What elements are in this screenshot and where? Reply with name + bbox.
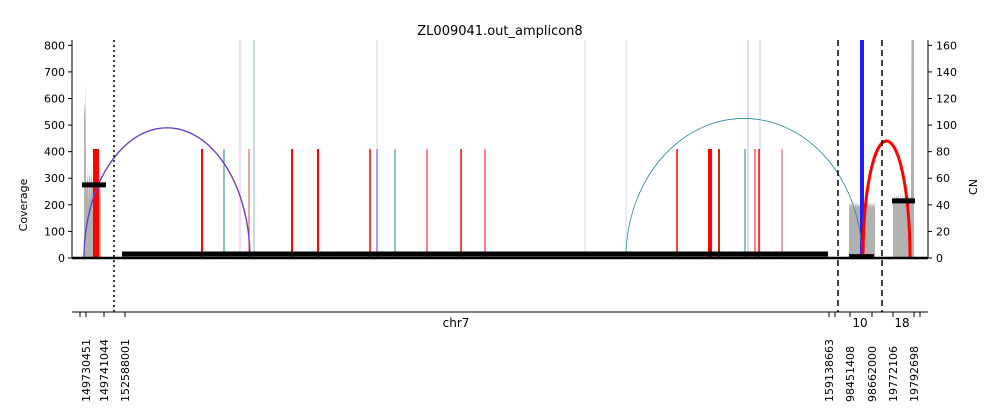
sv-arc-red xyxy=(861,139,912,259)
chart-title: ZL009041.out_amplicon8 xyxy=(417,24,582,39)
chromosome-label-18: 18 xyxy=(894,316,909,330)
x-position-label-1: 149741044 xyxy=(98,339,111,402)
right-tick-label-3: 60 xyxy=(936,172,950,185)
right-tick-label-7: 140 xyxy=(936,66,957,79)
right-tick-label-5: 100 xyxy=(936,119,957,132)
left-tick-label-7: 700 xyxy=(44,66,65,79)
chromosome-label-10: 10 xyxy=(852,316,867,330)
x-position-label-7: 19792698 xyxy=(908,346,921,402)
left-tick-label-3: 300 xyxy=(44,172,65,185)
left-tick-label-4: 400 xyxy=(44,146,65,159)
x-position-label-6: 19772106 xyxy=(887,346,900,402)
x-position-label-2: 152588001 xyxy=(119,339,132,402)
sv-arc-purple xyxy=(83,127,251,259)
sv-arc-teal xyxy=(625,118,863,259)
left-tick-label-1: 100 xyxy=(44,225,65,238)
left-tick-label-5: 500 xyxy=(44,119,65,132)
right-tick-label-0: 0 xyxy=(936,252,943,265)
right-tick-label-4: 80 xyxy=(936,146,950,159)
x-position-label-3: 159138663 xyxy=(823,339,836,402)
y-axis-right-label: CN xyxy=(967,179,980,195)
x-axis-label: chr7 xyxy=(443,316,470,330)
right-tick-label-6: 120 xyxy=(936,92,957,105)
left-tick-label-8: 800 xyxy=(44,39,65,52)
right-tick-label-1: 20 xyxy=(936,225,950,238)
left-tick-label-6: 600 xyxy=(44,92,65,105)
x-position-label-0: 149730451 xyxy=(80,339,93,402)
right-tick-label-8: 160 xyxy=(936,39,957,52)
x-position-label-5: 98662000 xyxy=(866,346,879,402)
y-axis-left-label: Coverage xyxy=(17,178,30,231)
left-tick-label-0: 0 xyxy=(58,252,65,265)
left-tick-label-2: 200 xyxy=(44,199,65,212)
x-position-label-4: 98451408 xyxy=(844,346,857,402)
right-tick-label-2: 40 xyxy=(936,199,950,212)
